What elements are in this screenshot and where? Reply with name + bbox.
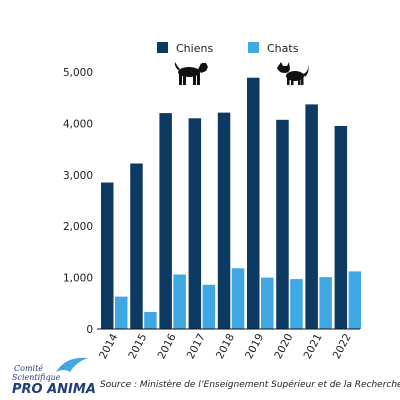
x-tick-label: 2016 (156, 332, 179, 362)
bar-chiens-2021 (305, 104, 318, 330)
y-tick-label: 5,000 (63, 67, 93, 79)
legend-label-chiens: Chiens (176, 42, 213, 55)
y-tick-label: 1,000 (63, 273, 93, 285)
bar-chats-2022 (348, 271, 362, 329)
bar-chats-2021 (319, 277, 332, 329)
logo-line3: PRO ANIMA (12, 382, 96, 397)
bar-chiens-2015 (130, 163, 143, 329)
legend: Chiens Chats (157, 42, 309, 85)
y-tick-label: 2,000 (63, 221, 93, 233)
bar-chiens-2016 (159, 113, 172, 329)
x-tick-label: 2015 (126, 332, 149, 361)
logo-line2: Scientifique (12, 373, 61, 382)
x-tick-label: 2021 (302, 332, 325, 361)
bar-chiens-2020 (276, 119, 289, 329)
bar-chiens-2019 (247, 77, 260, 329)
bar-chiens-2017 (188, 118, 202, 329)
legend-swatch-chats (248, 42, 259, 53)
bird-icon (56, 357, 88, 372)
y-tick-label: 4,000 (63, 118, 93, 130)
legend-label-chats: Chats (267, 42, 299, 55)
y-tick-label: 3,000 (63, 170, 93, 182)
pro-anima-logo: Comité Scientifique PRO ANIMA (12, 357, 96, 397)
x-tick-label: 2017 (185, 332, 208, 361)
bar-chiens-2018 (217, 112, 231, 329)
dog-icon (174, 62, 208, 85)
x-tick-label: 2019 (243, 332, 266, 361)
x-tick-label: 2018 (214, 332, 237, 361)
bar-chats-2014 (115, 296, 128, 329)
y-axis: 0 1,000 2,000 3,000 4,000 5,000 (63, 67, 93, 336)
bar-chats-2017 (202, 284, 216, 329)
bar-chats-2019 (261, 277, 274, 329)
x-axis: 2014 2015 2016 2017 2018 2019 2020 2021 2022 (97, 332, 354, 362)
bar-chats-2018 (231, 268, 245, 329)
bar-chats-2016 (173, 274, 186, 329)
x-tick-label: 2022 (331, 332, 354, 361)
bar-chats-2020 (290, 279, 303, 329)
bars (101, 77, 362, 330)
bar-chats-2015 (144, 312, 157, 329)
x-tick-label: 2020 (272, 332, 295, 361)
cat-icon (277, 62, 309, 85)
bar-chiens-2014 (101, 182, 114, 329)
legend-swatch-chiens (157, 42, 168, 53)
source-text: Source : Ministère de l’Enseignement Sup… (100, 379, 400, 390)
x-tick-label: 2014 (97, 332, 120, 362)
y-tick-label: 0 (86, 324, 93, 336)
logo-line1: Comité (14, 364, 43, 373)
bar-chiens-2022 (334, 126, 348, 329)
